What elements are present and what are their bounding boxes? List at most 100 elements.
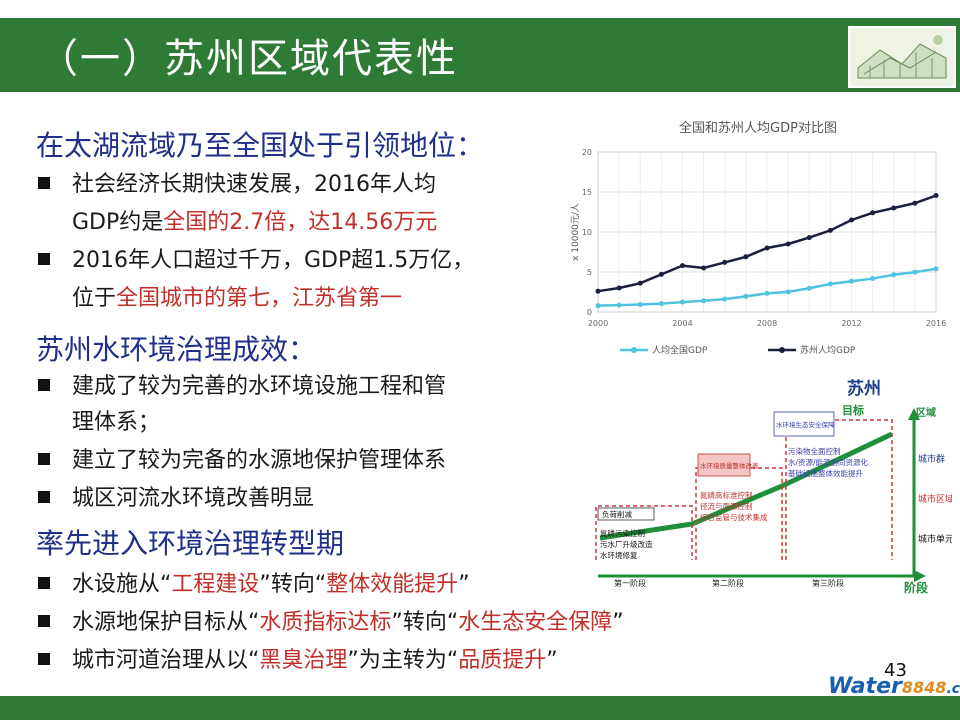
stage3-title-box xyxy=(773,411,835,437)
chart-point-series1 xyxy=(595,288,601,294)
bullet-square-icon xyxy=(38,253,50,265)
building-logo-image xyxy=(848,26,956,88)
chart-point-series1 xyxy=(891,205,897,211)
chart-point-series1 xyxy=(722,259,728,265)
chart-point-series1 xyxy=(785,241,791,247)
bullet-facilities-line2: 理体系； xyxy=(72,410,161,435)
stage-label-2: 第二阶段 xyxy=(712,578,744,588)
chart-point-series0 xyxy=(701,298,707,304)
title-bar xyxy=(0,18,960,92)
stage-axis-label: 阶段 xyxy=(904,580,929,595)
chart-title: 全国和苏州人均GDP对比图 xyxy=(679,120,837,136)
diagram-city-label: 苏州 xyxy=(847,378,881,399)
scale-label-city-unit: 城市单元 xyxy=(918,533,952,545)
bullet-square-icon xyxy=(38,379,50,391)
chart-point-series1 xyxy=(616,285,622,291)
bullet-transition-facilities: 水设施从“工程建设”转向“整体效能提升” xyxy=(38,566,470,598)
chart-point-series0 xyxy=(933,266,939,272)
chart-point-series0 xyxy=(616,302,622,308)
chart-point-series1 xyxy=(849,217,854,223)
chart-y-tick-label: 20 xyxy=(582,148,592,157)
bullet-square-icon xyxy=(38,577,50,589)
stage1-title-box xyxy=(597,507,655,521)
growth-arrow xyxy=(599,431,894,541)
stage-boundary-dashes xyxy=(595,419,893,560)
bullet-population-line2: 位于全国城市的第七，江苏省第一 xyxy=(72,286,403,311)
stage2-line1: 氮磷高标准控制 xyxy=(700,490,753,500)
stage3-line1: 污染物全面控制 xyxy=(788,446,841,456)
chart-x-tick-label: 2000 xyxy=(588,319,608,328)
stage-axis-arrow-icon xyxy=(914,570,926,582)
bullet-square-icon xyxy=(38,491,50,503)
chart-point-series0 xyxy=(785,289,791,295)
watermark-logo: Water8848.com xyxy=(828,674,960,699)
chart-point-series0 xyxy=(870,276,876,282)
stage1-title: 负荷削减 xyxy=(602,509,632,519)
chart-legend-label: 人均全国GDP xyxy=(652,344,708,356)
chart-point-series1 xyxy=(680,263,685,269)
chart-legend-marker xyxy=(779,347,785,353)
chart-point-series1 xyxy=(658,271,664,277)
chart-plot-frame xyxy=(597,151,937,313)
chart-y-tick-label: 15 xyxy=(582,188,592,197)
stage2-line2: 径流与面源控制 xyxy=(700,501,753,511)
chart-point-series0 xyxy=(595,303,601,309)
bullet-square-icon xyxy=(38,653,50,665)
chart-point-series0 xyxy=(743,293,749,299)
chart-point-series1 xyxy=(701,265,707,271)
chart-x-tick-label: 2012 xyxy=(841,319,861,328)
scale-label-city-cluster: 城市群 xyxy=(918,453,945,465)
chart-x-tick-label: 2008 xyxy=(757,319,777,328)
stage3-line2: 水/资源/能源协同资源化 xyxy=(788,457,869,467)
scale-label-city-region: 城市区域 xyxy=(918,493,952,505)
section-heading-achievements: 苏州水环境治理成效： xyxy=(36,333,317,366)
target-label: 目标 xyxy=(842,403,864,417)
bullet-population-line1: 2016年人口超过千万，GDP超1.5万亿， xyxy=(38,242,474,274)
bullet-urban-rivers: 城区河流水环境改善明显 xyxy=(38,480,314,512)
chart-legend-label: 苏州人均GDP xyxy=(800,344,856,356)
bullet-facilities-line1: 建成了较为完善的水环境设施工程和管 xyxy=(38,368,446,400)
stage-diagram: 苏州 阶段 区域 城市群 城市区域 城市单元 目标 第一阶段 第二阶段 第三阶段… xyxy=(592,376,954,598)
chart-x-tick-label: 2004 xyxy=(672,319,692,328)
chart-point-series1 xyxy=(912,200,918,206)
chart-point-series0 xyxy=(806,285,812,291)
stage3-line3: 基础设施整体效能提升 xyxy=(788,468,863,478)
chart-point-series1 xyxy=(637,280,643,286)
chart-point-series0 xyxy=(891,272,897,278)
chart-point-series0 xyxy=(827,281,833,287)
chart-y-axis-label: x 10000元/人 xyxy=(570,203,581,261)
stage-label-1: 第一阶段 xyxy=(614,578,646,588)
chart-point-series0 xyxy=(722,296,728,302)
chart-y-tick-label: 0 xyxy=(587,308,592,317)
chart-point-series1 xyxy=(743,254,749,260)
chart-point-series1 xyxy=(806,235,812,241)
scale-axis-arrow-icon xyxy=(908,408,920,420)
bullet-economy-line2: GDP约是全国的2.7倍，达14.56万元 xyxy=(72,210,438,235)
stage3-title: 水环境生态安全保障 xyxy=(776,420,835,429)
chart-x-tick-label: 2016 xyxy=(926,319,946,328)
chart-point-series1 xyxy=(827,227,833,233)
stage1-line3: 水环境修复 xyxy=(600,550,638,560)
chart-point-series0 xyxy=(658,301,664,307)
bullet-square-icon xyxy=(38,453,50,465)
chart-legend-marker xyxy=(631,347,637,353)
chart-point-series1 xyxy=(933,193,939,199)
scale-label-region: 区域 xyxy=(916,406,936,419)
chart-point-series0 xyxy=(637,301,643,307)
bullet-square-icon xyxy=(38,615,50,627)
bullet-water-source: 建立了较为完备的水源地保护管理体系 xyxy=(38,442,446,474)
chart-point-series1 xyxy=(764,245,770,251)
stage1-line2: 污水厂升级改造 xyxy=(600,539,653,549)
bullet-transition-water-source: 水源地保护目标从“水质指标达标”转向“水生态安全保障” xyxy=(38,604,624,636)
page-number: 43 xyxy=(884,660,907,681)
stage2-title: 水环境质量整体改善 xyxy=(700,461,759,470)
chart-point-series1 xyxy=(870,210,876,216)
section-heading-transition: 率先进入环境治理转型期 xyxy=(36,527,345,560)
footer-bar xyxy=(0,696,960,720)
chart-point-series0 xyxy=(764,290,770,296)
stage-label-3: 第三阶段 xyxy=(812,578,844,588)
chart-y-tick-label: 5 xyxy=(587,268,592,277)
bullet-economy-line1: 社会经济长期快速发展，2016年人均 xyxy=(38,166,436,198)
slide-title: （一）苏州区域代表性 xyxy=(38,36,458,82)
chart-point-series0 xyxy=(680,299,685,305)
